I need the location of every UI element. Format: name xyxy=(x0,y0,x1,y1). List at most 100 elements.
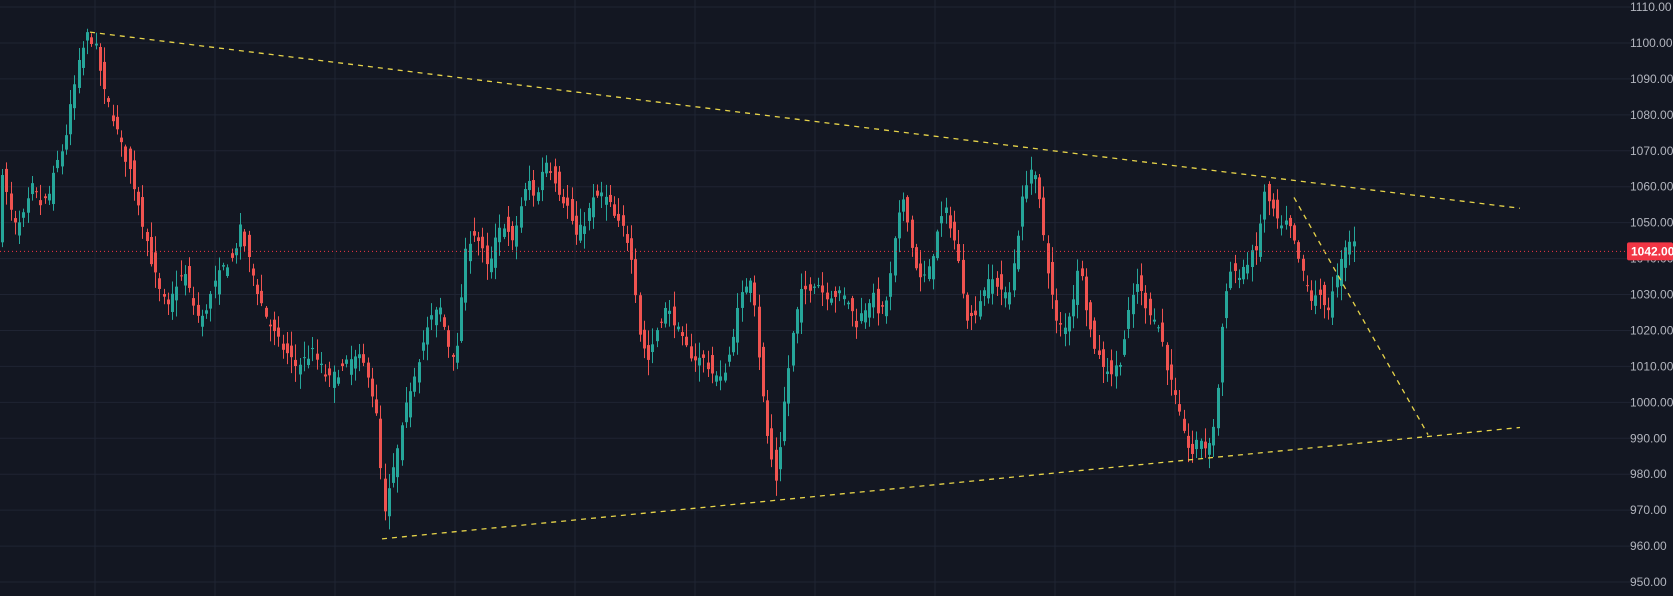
candle-up xyxy=(214,280,217,287)
candle-down xyxy=(1276,199,1279,219)
candle-down xyxy=(167,299,170,305)
candle-up xyxy=(583,226,586,234)
candle-down xyxy=(116,116,119,130)
candle-down xyxy=(1144,292,1147,309)
candle-down xyxy=(877,288,880,314)
candle-up xyxy=(872,292,875,308)
candle-up xyxy=(936,231,939,259)
candle-up xyxy=(796,309,799,334)
candle-down xyxy=(906,197,909,223)
candle-down xyxy=(626,234,629,243)
candle-down xyxy=(881,305,884,307)
candle-up xyxy=(1225,291,1228,319)
candle-up xyxy=(82,47,85,68)
candle-down xyxy=(558,171,561,195)
candle-up xyxy=(1076,270,1079,305)
candle-down xyxy=(507,216,510,232)
candle-down xyxy=(1319,289,1322,295)
candle-down xyxy=(1059,323,1062,325)
trendline-2[interactable] xyxy=(381,426,1521,540)
candle-up xyxy=(991,279,994,294)
candle-down xyxy=(324,374,327,377)
candle-up xyxy=(889,273,892,297)
candle-up xyxy=(418,362,421,383)
candle-up xyxy=(1336,275,1339,288)
candle-up xyxy=(222,265,225,267)
candle-down xyxy=(486,245,489,265)
candle-up xyxy=(528,180,531,191)
candle-down xyxy=(766,400,769,436)
candle-down xyxy=(1047,243,1050,274)
candle-down xyxy=(371,378,374,397)
candle-down xyxy=(290,345,293,358)
candle-down xyxy=(1093,320,1096,349)
candle-up xyxy=(354,356,357,369)
candle-down xyxy=(758,306,761,358)
candle-up xyxy=(464,248,467,303)
candle-down xyxy=(99,46,102,71)
candle-up xyxy=(813,286,816,288)
candle-down xyxy=(260,290,263,304)
candle-up xyxy=(885,300,888,317)
candle-up xyxy=(1068,316,1071,332)
candle-up xyxy=(205,310,208,314)
y-tick-label: 1020.00 xyxy=(1630,323,1673,337)
candle-up xyxy=(1353,241,1356,247)
candle-down xyxy=(328,368,331,376)
candle-up xyxy=(898,212,901,239)
candle-down xyxy=(1183,418,1186,431)
candle-down xyxy=(702,354,705,358)
candle-up xyxy=(95,43,98,46)
candle-down xyxy=(282,343,285,350)
candle-down xyxy=(554,166,557,184)
y-tick-label: 1050.00 xyxy=(1630,216,1673,230)
candle-up xyxy=(588,208,591,221)
candle-up xyxy=(307,358,310,366)
candle-down xyxy=(770,428,773,460)
candle-down xyxy=(549,171,552,173)
candle-up xyxy=(350,359,353,375)
y-tick-label: 1110.00 xyxy=(1630,0,1672,14)
y-tick-label: 980.00 xyxy=(1630,467,1667,481)
candle-down xyxy=(294,359,297,367)
candle-down xyxy=(180,275,183,277)
candle-down xyxy=(622,215,625,226)
trendline-1[interactable] xyxy=(89,31,1521,209)
candle-up xyxy=(1153,319,1156,322)
candle-down xyxy=(452,354,455,357)
candle-down xyxy=(14,218,17,223)
candle-up xyxy=(48,193,51,201)
candle-down xyxy=(146,232,149,242)
candle-down xyxy=(690,346,693,359)
candle-up xyxy=(800,288,803,323)
candle-up xyxy=(1025,185,1028,199)
candle-down xyxy=(112,115,115,122)
candle-down xyxy=(273,319,276,332)
candle-down xyxy=(962,259,965,294)
candle-down xyxy=(1268,183,1271,202)
candle-down xyxy=(1255,246,1258,251)
candle-down xyxy=(685,336,688,346)
candle-up xyxy=(469,243,472,262)
candle-up xyxy=(1348,241,1351,255)
candle-up xyxy=(1132,294,1135,315)
candle-up xyxy=(719,376,722,381)
candle-down xyxy=(10,193,13,210)
candles xyxy=(1,28,1356,530)
candle-down xyxy=(103,61,106,90)
candle-up xyxy=(1251,250,1254,268)
candle-up xyxy=(736,307,739,343)
candle-down xyxy=(1272,199,1275,209)
candle-up xyxy=(592,197,595,218)
candle-up xyxy=(171,293,174,312)
candle-up xyxy=(320,363,323,366)
candle-up xyxy=(209,293,212,309)
candle-up xyxy=(1331,291,1334,318)
candle-down xyxy=(1297,242,1300,259)
candle-down xyxy=(44,196,47,199)
candle-up xyxy=(656,330,659,342)
candle-up xyxy=(579,224,582,241)
y-tick-label: 1100.00 xyxy=(1630,36,1673,50)
candle-up xyxy=(787,368,790,404)
candle-down xyxy=(911,219,914,248)
